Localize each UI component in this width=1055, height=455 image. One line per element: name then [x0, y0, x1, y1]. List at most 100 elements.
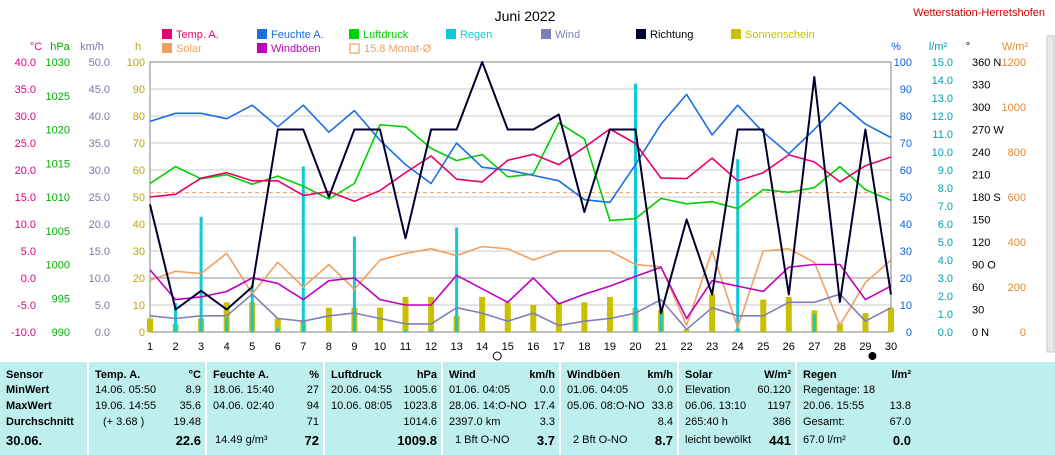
wind-axis-tick: 10.0 — [89, 273, 110, 285]
humidity-axis-tick: 80 — [900, 111, 912, 123]
legend-label: Temp. A. — [176, 29, 219, 41]
temp-axis-tick: 30.0 — [15, 111, 36, 123]
solar-axis-tick: 800 — [1008, 147, 1026, 159]
gust-avg-value: 8.4 — [657, 416, 673, 428]
legend-label: Feuchte A. — [271, 29, 324, 41]
temp-today-value: 22.6 — [175, 433, 201, 448]
rain-bar — [404, 330, 408, 332]
x-tick-label: 1 — [147, 341, 153, 353]
row-label-date: 30.06. — [6, 433, 43, 448]
sunshine-bar — [709, 294, 716, 332]
direction-axis-tick: 330 — [972, 80, 990, 92]
temp-axis-tick: -10.0 — [11, 327, 36, 339]
wind-avg-value: 3.3 — [539, 416, 555, 428]
solar-avg-value: 386 — [772, 416, 791, 428]
humidity-axis-tick: 60 — [900, 165, 912, 177]
solar-hours: 265:40 h — [685, 416, 728, 428]
rain-axis-tick: 7.0 — [938, 201, 953, 213]
rain-bar — [199, 216, 203, 332]
rain-bar — [352, 236, 356, 332]
rain-bar — [301, 166, 305, 332]
temp-max-value: 35.6 — [179, 400, 201, 412]
legend-swatch — [731, 29, 741, 39]
direction-axis-tick: 120 — [972, 237, 990, 249]
x-tick-label: 19 — [604, 341, 616, 353]
humidity-header: Feuchte A. — [213, 369, 269, 381]
humidity-axis-tick: 100 — [894, 57, 912, 69]
solar-axis-tick: 200 — [1008, 282, 1026, 294]
wind-min-value: 0.0 — [539, 384, 555, 396]
temp-axis-tick: 20.0 — [15, 165, 36, 177]
series-line-pressure — [149, 122, 892, 222]
legend-swatch — [349, 43, 360, 54]
legend-label: Richtung — [650, 29, 693, 41]
solar-max-value: 1197 — [767, 400, 791, 412]
chart-title: Juni 2022 — [495, 8, 556, 24]
pressure-avg-value: 1014.6 — [403, 416, 437, 428]
sunshine-bar — [428, 296, 435, 332]
x-tick-label: 29 — [859, 341, 871, 353]
rain-axis-tick: 2.0 — [938, 291, 953, 303]
pressure-axis-tick: 1030 — [46, 57, 70, 69]
humidity-axis-tick: 70 — [900, 138, 912, 150]
temp-min-datetime: 14.06. 05:50 — [95, 384, 157, 396]
x-tick-label: 22 — [680, 341, 692, 353]
temp-axis-label: °C — [30, 41, 42, 53]
rain-bar — [276, 328, 280, 332]
sunshine-bar — [223, 302, 230, 332]
humidity-axis-tick: 0 — [906, 327, 912, 339]
wind-max-value: 17.4 — [533, 400, 555, 412]
solar-axis-tick: 1200 — [1002, 57, 1026, 69]
rain-axis-tick: 8.0 — [938, 183, 953, 195]
sunshine-bar — [530, 305, 537, 332]
sun-axis-tick: 60 — [133, 165, 145, 177]
humidity-max-datetime: 04.06. 02:40 — [213, 400, 275, 412]
wind-axis-tick: 40.0 — [89, 111, 110, 123]
scroll-handle[interactable] — [1046, 35, 1055, 353]
solar-today-value: 441 — [769, 433, 791, 448]
series-line-humidity — [149, 93, 892, 204]
x-tick-label: 15 — [502, 341, 514, 353]
pressure-min-value: 1005.6 — [403, 384, 437, 396]
moon-icon — [868, 352, 877, 360]
humidity-min-value: 27 — [306, 384, 319, 396]
rain-axis-tick: 12.0 — [932, 111, 953, 123]
rain-axis-tick: 6.0 — [938, 219, 953, 231]
direction-axis-tick: 0 N — [972, 327, 989, 339]
pressure-axis-label: hPa — [50, 41, 70, 53]
rain-axis-label: l/m² — [929, 41, 948, 53]
wind-unit: km/h — [529, 369, 555, 381]
rain-bar — [250, 285, 254, 332]
direction-axis-tick: 180 S — [972, 192, 1001, 204]
legend-swatch — [446, 29, 456, 39]
x-tick-label: 17 — [553, 341, 565, 353]
rain-days: Regentage: 18 — [803, 384, 876, 396]
sunshine-bar — [479, 296, 486, 332]
solar-axis-tick: 400 — [1008, 237, 1026, 249]
x-tick-label: 10 — [374, 341, 386, 353]
legend-swatch — [162, 29, 172, 39]
pressure-max-value: 1023.8 — [403, 400, 437, 412]
legend-label: Regen — [460, 29, 492, 41]
pressure-min-datetime: 20.06. 04:55 — [331, 384, 393, 396]
sunshine-bar — [785, 296, 792, 332]
legend-label: Wind — [555, 29, 580, 41]
series-line-wind — [149, 263, 892, 320]
gust-max-value: 33.8 — [651, 400, 673, 412]
pressure-column: Luftdruck hPa 20.06. 04:55 1005.6 10.06. 0… — [323, 362, 443, 455]
rain-bar — [812, 314, 816, 332]
legend-swatch — [541, 29, 551, 39]
sunshine-bar — [606, 296, 613, 332]
sunshine-bar — [581, 302, 588, 332]
direction-axis-tick: 150 — [972, 215, 990, 227]
rain-total-label: Gesamt: — [803, 416, 845, 428]
x-tick-label: 24 — [732, 341, 744, 353]
temp-avg-note: (+ 3.68 ) — [103, 416, 145, 428]
x-tick-label: 25 — [757, 341, 769, 353]
solar-axis-tick: 0 — [1020, 327, 1026, 339]
station-name: Wetterstation-Herretshofen — [913, 7, 1045, 19]
wind-axis-tick: 20.0 — [89, 219, 110, 231]
legend-label: Solar — [176, 43, 202, 55]
sunshine-bar — [147, 318, 153, 332]
sun-axis-tick: 40 — [133, 219, 145, 231]
